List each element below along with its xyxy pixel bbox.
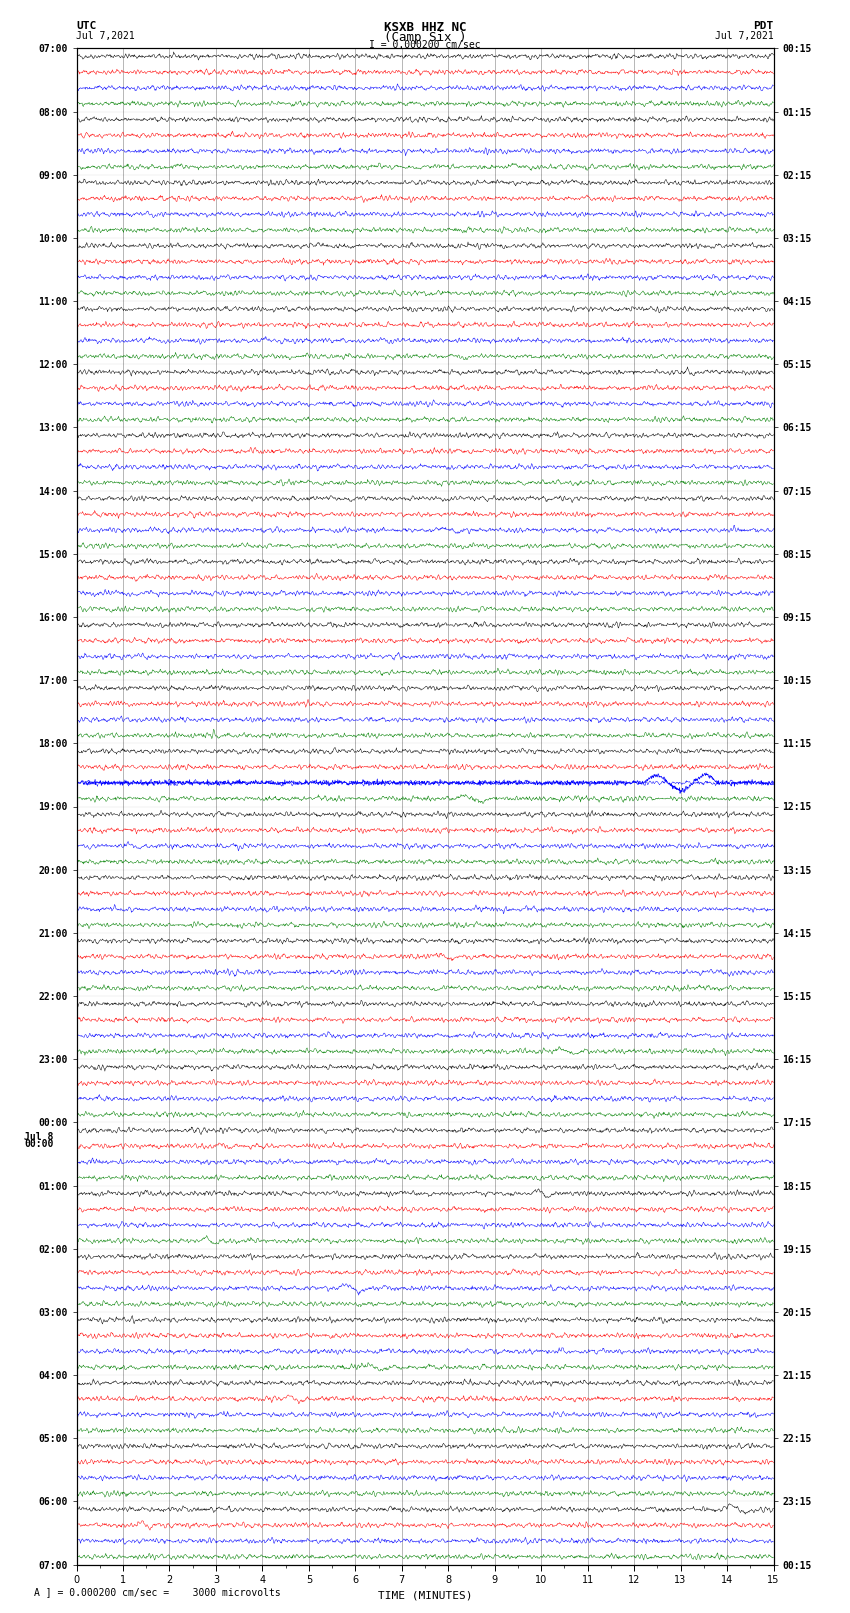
Text: UTC: UTC [76, 21, 97, 31]
Text: A ] = 0.000200 cm/sec =    3000 microvolts: A ] = 0.000200 cm/sec = 3000 microvolts [34, 1587, 280, 1597]
Text: 00:00: 00:00 [24, 1139, 54, 1150]
Text: Jul 7,2021: Jul 7,2021 [76, 31, 135, 40]
Text: Jul 7,2021: Jul 7,2021 [715, 31, 774, 40]
X-axis label: TIME (MINUTES): TIME (MINUTES) [377, 1590, 473, 1600]
Text: KSXB HHZ NC: KSXB HHZ NC [383, 21, 467, 34]
Text: Jul 8: Jul 8 [24, 1132, 54, 1142]
Text: PDT: PDT [753, 21, 774, 31]
Text: (Camp Six ): (Camp Six ) [383, 31, 467, 44]
Text: I = 0.000200 cm/sec: I = 0.000200 cm/sec [369, 40, 481, 50]
